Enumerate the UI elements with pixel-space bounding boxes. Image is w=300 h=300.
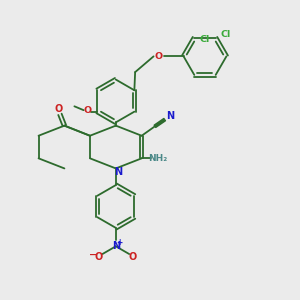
Text: Cl: Cl [200,35,210,44]
Text: Cl: Cl [221,30,231,39]
Text: +: + [116,238,122,247]
Text: N: N [114,167,122,177]
Text: O: O [54,104,63,114]
Text: −: − [89,250,98,260]
Text: O: O [83,106,91,115]
Text: O: O [155,52,163,61]
Text: O: O [129,252,137,262]
Text: N: N [167,110,175,121]
Text: O: O [94,252,103,262]
Text: NH₂: NH₂ [148,154,168,163]
Text: N: N [112,241,120,251]
